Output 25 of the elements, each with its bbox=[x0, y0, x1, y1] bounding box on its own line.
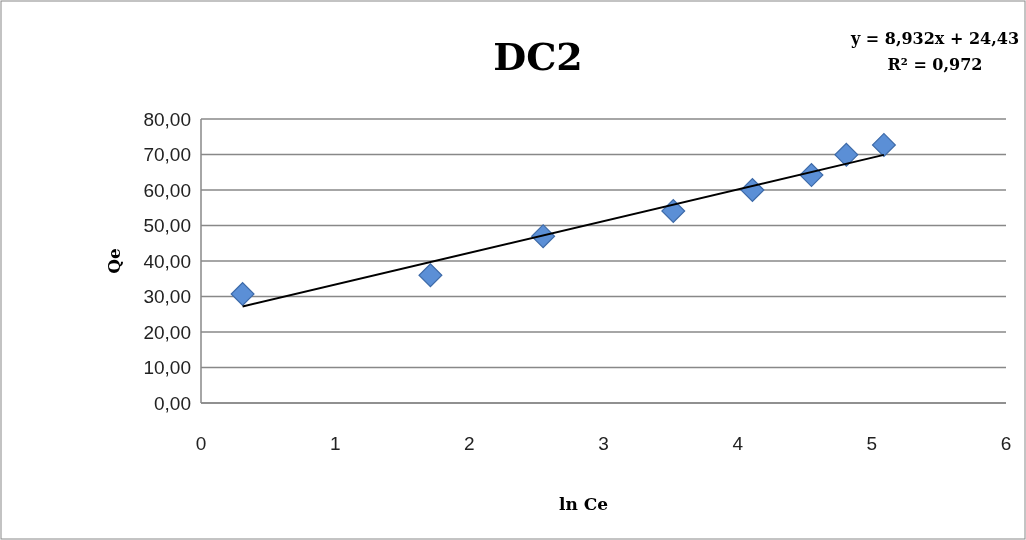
x-tick-label: 5 bbox=[866, 433, 878, 454]
y-tick-label: 60,00 bbox=[143, 179, 191, 201]
x-axis-title: ln Ce bbox=[558, 494, 609, 514]
x-tick-label: 2 bbox=[464, 433, 475, 454]
point bbox=[834, 142, 859, 167]
chart-title: DC2 bbox=[493, 34, 583, 79]
x-tick-label: 0 bbox=[195, 433, 207, 454]
point bbox=[871, 132, 896, 157]
y-tick-label: 40,00 bbox=[143, 250, 191, 272]
y-tick-label: 70,00 bbox=[143, 144, 191, 166]
y-tick-label: 10,00 bbox=[143, 357, 191, 379]
x-tick-label: 4 bbox=[732, 433, 744, 454]
y-tick-label: 30,00 bbox=[143, 286, 191, 308]
text: R² = 0,972 bbox=[887, 55, 983, 74]
point bbox=[418, 263, 443, 288]
point bbox=[230, 282, 255, 307]
y-tick-label: 80,00 bbox=[143, 108, 191, 130]
x-tick-label: 3 bbox=[598, 433, 609, 454]
y-axis-title: Qe bbox=[104, 248, 124, 274]
text: y = 8,932x + 24,43 bbox=[849, 29, 1020, 48]
x-tick-label: 1 bbox=[329, 433, 341, 454]
y-tick-label: 50,00 bbox=[143, 215, 191, 237]
y-tick-label: 20,00 bbox=[143, 321, 191, 343]
y-tick-label: 0,00 bbox=[154, 392, 191, 414]
x-tick-label: 6 bbox=[1000, 433, 1012, 454]
